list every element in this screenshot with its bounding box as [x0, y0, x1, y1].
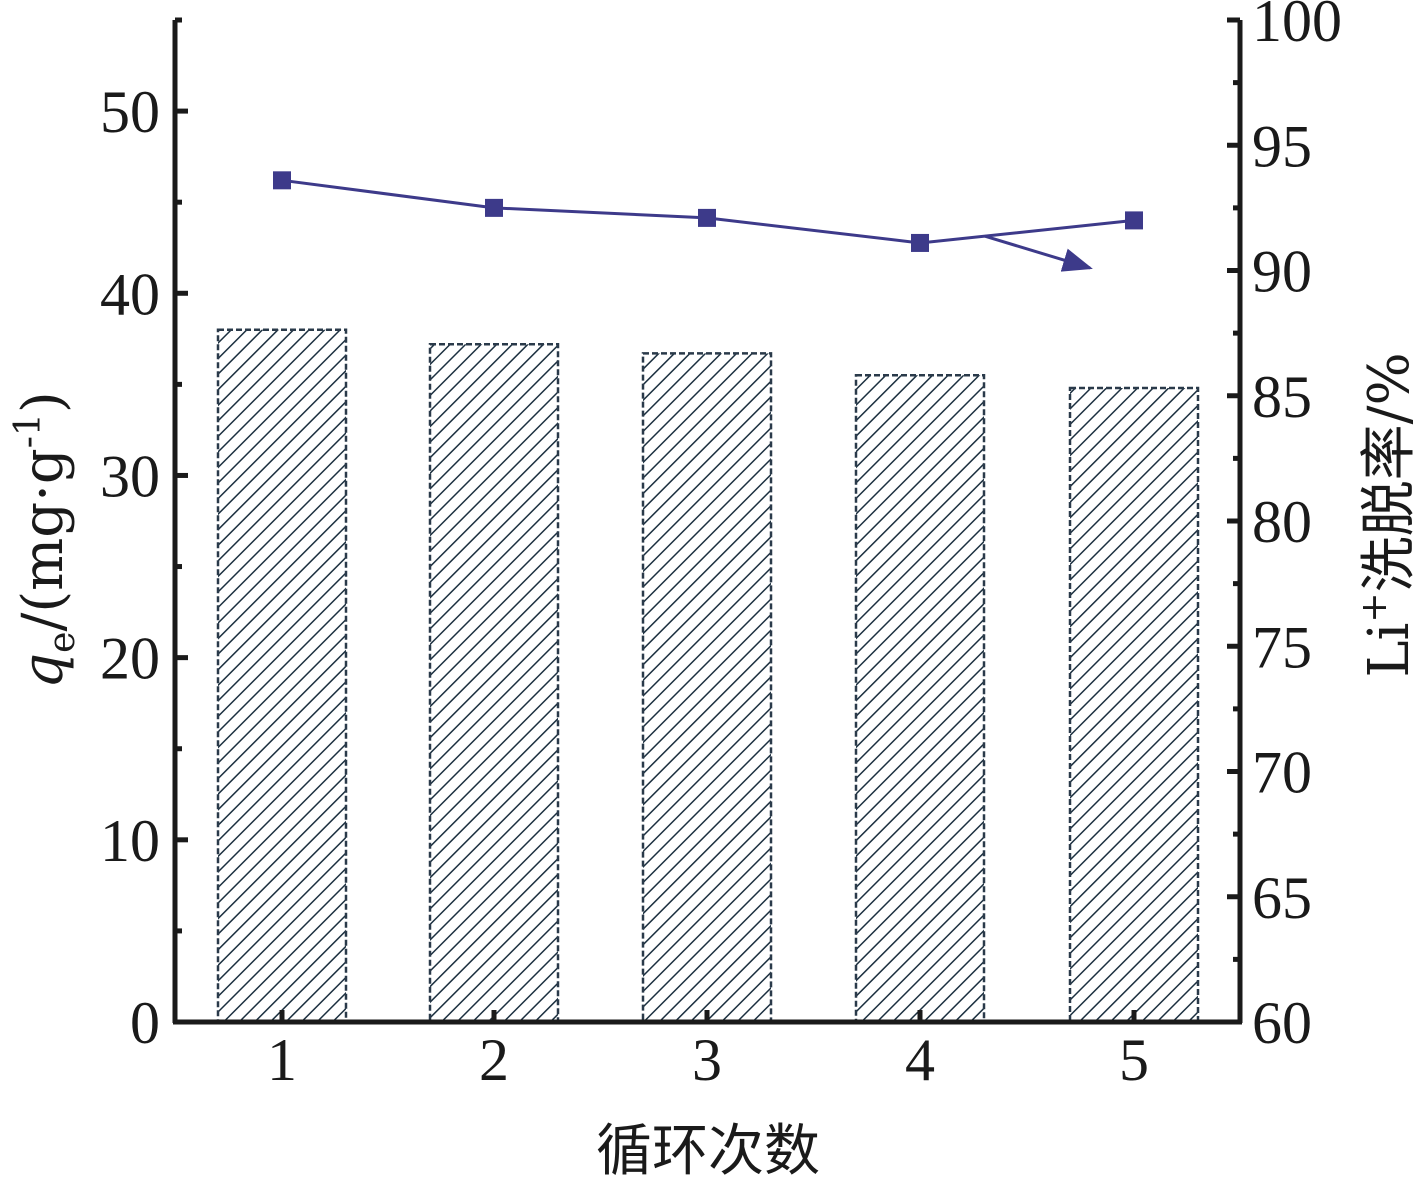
left-axis-title-main: /(mg·g	[11, 448, 76, 631]
left-axis-title: qe/(mg·g-1)	[8, 391, 83, 688]
bar-series	[216, 328, 1200, 1024]
x-tick-label: 5	[1119, 1027, 1149, 1093]
left-axis-title-sup: -1	[8, 413, 49, 448]
right-tick-label: 100	[1252, 0, 1342, 54]
line-marker	[273, 171, 291, 190]
bar	[216, 328, 348, 1024]
line-marker	[698, 208, 716, 227]
left-axis-title-q: q	[11, 653, 76, 689]
right-axis-title-tail: 洗脱率/%	[1357, 352, 1417, 592]
right-axis-title-sup: +	[1354, 592, 1395, 622]
left-tick-label: 10	[100, 808, 160, 874]
right-axis-title-main: Li	[1357, 623, 1417, 678]
right-tick-label: 75	[1252, 614, 1312, 680]
right-axis-ticks: 60 65 70 75 80 85 90 95 100	[1227, 0, 1342, 1056]
right-axis-title: Li+洗脱率/%	[1354, 352, 1417, 677]
annotation-arrow	[984, 234, 1093, 272]
right-tick-label: 60	[1252, 990, 1312, 1056]
right-tick-label: 65	[1252, 865, 1312, 931]
line-series	[273, 171, 1143, 272]
line-marker	[911, 233, 929, 252]
right-tick-label: 95	[1252, 113, 1312, 179]
left-axis-title-tail: )	[11, 391, 76, 413]
left-tick-label: 50	[100, 79, 160, 145]
right-tick-label: 70	[1252, 740, 1312, 806]
bar	[641, 352, 773, 1024]
x-tick-label: 2	[479, 1027, 509, 1093]
left-tick-label: 0	[130, 990, 160, 1056]
left-axis-ticks: 0 10 20 30 40 50	[100, 17, 188, 1056]
x-tick-label: 3	[692, 1027, 722, 1093]
right-tick-label: 90	[1252, 239, 1312, 305]
line-marker	[485, 198, 503, 217]
right-tick-label: 85	[1252, 364, 1312, 430]
left-tick-label: 30	[100, 443, 160, 509]
bar	[854, 374, 986, 1024]
left-tick-label: 20	[100, 626, 160, 692]
right-tick-label: 80	[1252, 489, 1312, 555]
x-tick-label: 1	[267, 1027, 297, 1093]
x-axis-title: 循环次数	[596, 1119, 820, 1181]
x-tick-label: 4	[905, 1027, 935, 1093]
left-axis-title-sub: e	[42, 632, 83, 653]
bar	[1068, 386, 1200, 1024]
x-axis-ticks: 1 2 3 4 5	[267, 1010, 1149, 1093]
bar	[428, 343, 560, 1024]
line-marker	[1125, 211, 1143, 230]
left-tick-label: 40	[100, 261, 160, 327]
